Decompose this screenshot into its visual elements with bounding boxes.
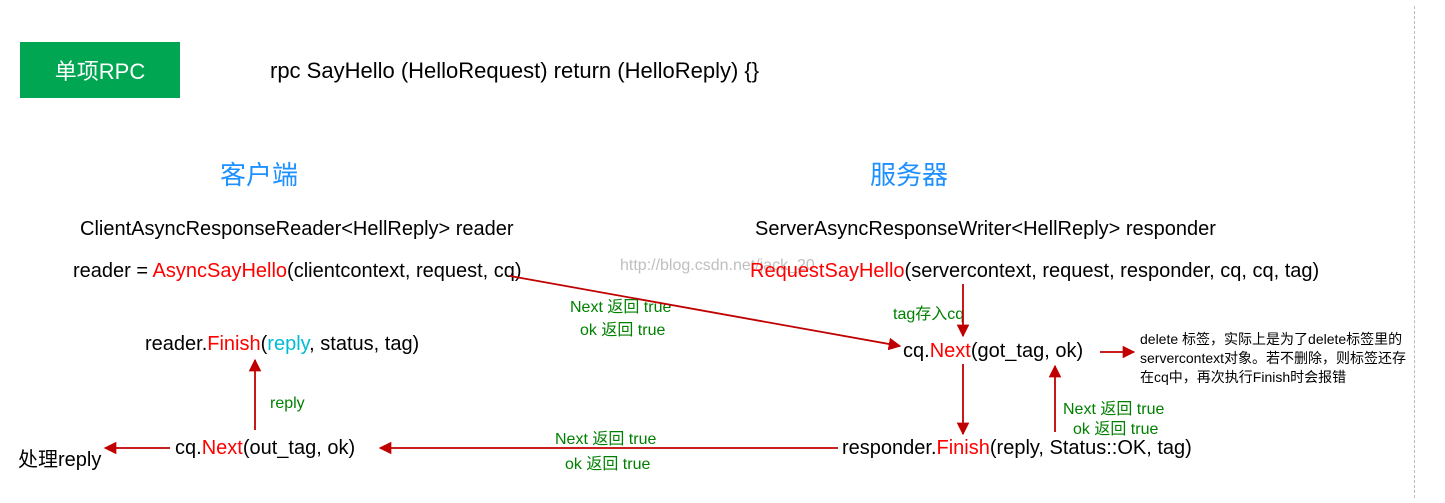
annot-next-true-1: Next 返回 true — [570, 293, 671, 317]
rpc-signature: rpc SayHello (HelloRequest) return (Hell… — [270, 58, 759, 84]
client-cq-next: cq.Next(out_tag, ok) — [175, 437, 355, 460]
annot-ok-true-1: ok 返回 true — [580, 316, 665, 340]
section-header-server: 服务器 — [870, 155, 948, 192]
client-reader-to-server-cqnext — [510, 276, 900, 346]
code-fragment: reply — [267, 333, 309, 355]
code-fragment: (reply, Status::OK, tag) — [990, 437, 1192, 459]
annot-ok-true-2: ok 返回 true — [565, 450, 650, 474]
server-request-sayhello: RequestSayHello(servercontext, request, … — [750, 260, 1319, 283]
code-fragment: Next — [930, 340, 971, 362]
client-reader-finish: reader.Finish(reply, status, tag) — [145, 333, 419, 356]
code-fragment: AsyncSayHello — [153, 260, 288, 282]
code-fragment: responder. — [842, 437, 937, 459]
annot-tag-to-cq: tag存入cq — [893, 300, 964, 324]
client-async-sayhello: reader = AsyncSayHello(clientcontext, re… — [73, 260, 522, 283]
server-responder-decl: ServerAsyncResponseWriter<HellReply> res… — [755, 218, 1216, 241]
delete-tag-note: delete 标签，实际上是为了delete标签里的servercontext对… — [1140, 330, 1420, 387]
client-process-reply: 处理reply — [18, 443, 101, 472]
code-fragment: reader = — [73, 260, 153, 282]
server-cq-next: cq.Next(got_tag, ok) — [903, 340, 1083, 363]
code-fragment: Next — [202, 437, 243, 459]
annot-reply: reply — [270, 395, 305, 413]
code-fragment: RequestSayHello — [750, 260, 905, 282]
code-fragment: Finish — [937, 437, 990, 459]
code-fragment: reader. — [145, 333, 207, 355]
right-divider — [1414, 6, 1415, 498]
annot-ok-true-3: ok 返回 true — [1073, 415, 1158, 439]
code-fragment: cq. — [175, 437, 202, 459]
rpc-type-badge: 单项RPC — [20, 42, 180, 98]
server-responder-finish: responder.Finish(reply, Status::OK, tag) — [842, 437, 1192, 460]
client-reader-decl: ClientAsyncResponseReader<HellReply> rea… — [80, 218, 514, 241]
section-header-client: 客户端 — [220, 155, 298, 192]
annot-next-true-2: Next 返回 true — [555, 425, 656, 449]
code-fragment: (got_tag, ok) — [971, 340, 1083, 362]
code-fragment: (clientcontext, request, cq) — [287, 260, 522, 282]
code-fragment: , status, tag) — [309, 333, 419, 355]
rpc-type-badge-text: 单项RPC — [55, 54, 145, 86]
code-fragment: (out_tag, ok) — [243, 437, 355, 459]
code-fragment: cq. — [903, 340, 930, 362]
code-fragment: Finish — [207, 333, 260, 355]
code-fragment: (servercontext, request, responder, cq, … — [905, 260, 1320, 282]
